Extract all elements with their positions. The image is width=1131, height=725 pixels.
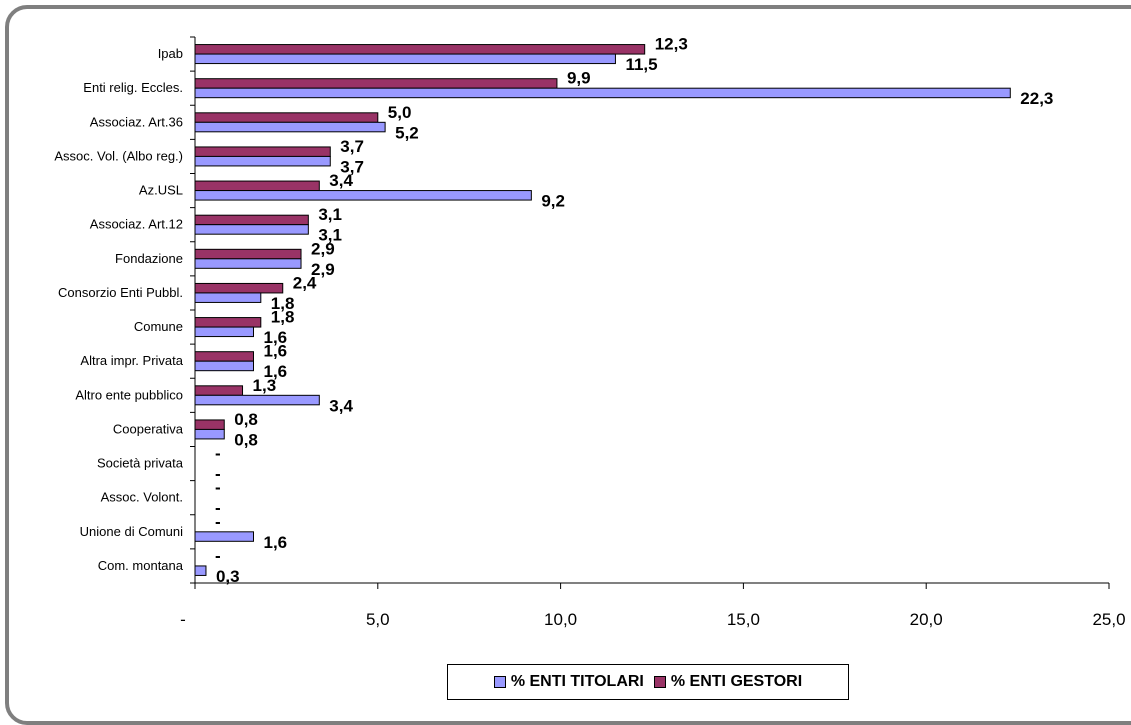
data-label-titolari: - bbox=[215, 465, 221, 484]
category-label: Fondazione bbox=[115, 251, 183, 266]
data-label-gestori: 1,6 bbox=[263, 342, 287, 361]
x-tick-label: 10,0 bbox=[544, 610, 577, 629]
bar-titolari bbox=[194, 121, 386, 133]
x-tick-label: - bbox=[180, 610, 186, 629]
data-label-titolari: 1,8 bbox=[271, 294, 295, 313]
bar-gestori bbox=[194, 385, 244, 396]
bar-titolari bbox=[194, 155, 331, 167]
data-label-gestori: 0,8 bbox=[234, 410, 258, 429]
category-label: Consorzio Enti Pubbl. bbox=[58, 285, 183, 300]
bar-titolari bbox=[194, 531, 254, 542]
data-label-gestori: - bbox=[215, 546, 221, 565]
bar-gestori bbox=[194, 112, 379, 123]
data-label-gestori: 3,1 bbox=[318, 205, 342, 224]
legend-item-titolari: % ENTI TITOLARI bbox=[493, 673, 644, 691]
data-label-gestori: 1,3 bbox=[253, 376, 277, 395]
legend-swatch-gestori bbox=[653, 676, 666, 688]
bar-titolari bbox=[194, 258, 302, 269]
legend-label-titolari: % ENTI TITOLARI bbox=[510, 673, 644, 690]
data-label-titolari: 1,6 bbox=[263, 533, 287, 552]
category-label: Com. montana bbox=[98, 558, 184, 573]
bar-titolari bbox=[194, 360, 254, 372]
data-label-titolari: 1,6 bbox=[263, 362, 287, 381]
bar-titolari bbox=[194, 53, 616, 65]
bar-gestori bbox=[194, 419, 225, 430]
data-label-titolari: - bbox=[215, 499, 221, 518]
data-label-gestori: - bbox=[215, 478, 221, 497]
data-label-titolari: 0,8 bbox=[234, 430, 258, 449]
data-label-titolari: 1,6 bbox=[263, 328, 287, 347]
data-label-gestori: 1,8 bbox=[271, 308, 295, 327]
data-label-titolari: 2,9 bbox=[311, 260, 335, 279]
data-label-gestori: 9,9 bbox=[567, 69, 591, 88]
category-label: Enti relig. Eccles. bbox=[83, 80, 183, 95]
legend-item-gestori: % ENTI GESTORI bbox=[653, 673, 803, 691]
chart-frame bbox=[5, 5, 1131, 725]
data-label-titolari: 11,5 bbox=[625, 55, 657, 74]
bar-gestori bbox=[194, 146, 331, 157]
x-tick-label: 20,0 bbox=[910, 610, 943, 629]
data-label-gestori: 5,0 bbox=[388, 103, 412, 122]
bar-titolari bbox=[194, 565, 207, 576]
category-label: Ipab bbox=[158, 46, 183, 61]
bar-titolari bbox=[194, 428, 225, 440]
legend-swatch-titolari bbox=[493, 676, 506, 688]
category-label: Cooperativa bbox=[113, 421, 184, 436]
bar-gestori bbox=[194, 317, 262, 328]
data-label-gestori: 3,4 bbox=[329, 171, 353, 190]
bar-gestori bbox=[194, 248, 302, 260]
bar-gestori bbox=[194, 44, 646, 55]
category-label: Associaz. Art.12 bbox=[90, 217, 183, 232]
data-label-titolari: 22,3 bbox=[1020, 89, 1053, 108]
category-label: Società privata bbox=[97, 456, 184, 471]
data-label-gestori: 2,4 bbox=[293, 273, 317, 292]
bar-titolari bbox=[194, 394, 320, 406]
bar-gestori bbox=[194, 282, 284, 294]
category-label: Assoc. Volont. bbox=[101, 490, 183, 505]
bar-chart: Ipab 12,311,5 Enti relig. Eccles. 9,9 22,3 As… bbox=[54, 35, 1125, 629]
category-label: Unione di Comuni bbox=[80, 524, 183, 539]
data-label-titolari: 3,7 bbox=[340, 157, 364, 176]
category-label: Comune bbox=[134, 319, 183, 334]
category-label: Az.USL bbox=[139, 183, 183, 198]
data-label-gestori: - bbox=[215, 444, 221, 463]
category-label: Associaz. Art.36 bbox=[90, 114, 183, 129]
bar-titolari bbox=[194, 190, 532, 201]
data-label-gestori: 3,7 bbox=[340, 137, 364, 156]
bar-gestori bbox=[194, 214, 309, 226]
data-label-gestori: 2,9 bbox=[311, 239, 335, 258]
bar-titolari bbox=[194, 326, 254, 338]
category-label: Assoc. Vol. (Albo reg.) bbox=[54, 148, 183, 163]
chart-legend: % ENTI TITOLARI % ENTI GESTORI bbox=[447, 664, 849, 700]
bar-titolari bbox=[194, 224, 309, 235]
data-label-titolari: 9,2 bbox=[541, 192, 565, 211]
bar-gestori bbox=[194, 180, 320, 192]
bar-gestori bbox=[194, 351, 254, 362]
data-label-titolari: 3,4 bbox=[329, 396, 353, 415]
category-label: Altro ente pubblico bbox=[75, 387, 183, 402]
bar-titolari bbox=[194, 292, 262, 303]
x-tick-label: 25,0 bbox=[1092, 610, 1125, 629]
data-label-gestori: 12,3 bbox=[655, 35, 688, 54]
data-label-gestori: - bbox=[215, 512, 221, 531]
data-label-titolari: 0,3 bbox=[216, 567, 240, 586]
bar-gestori bbox=[194, 78, 558, 89]
legend-label-gestori: % ENTI GESTORI bbox=[670, 673, 803, 690]
data-label-titolari: 3,1 bbox=[318, 226, 342, 245]
bar-titolari bbox=[194, 87, 1011, 99]
category-label: Altra impr. Privata bbox=[80, 353, 183, 368]
data-label-titolari: 5,2 bbox=[395, 123, 419, 142]
x-tick-label: 5,0 bbox=[366, 610, 390, 629]
x-tick-label: 15,0 bbox=[727, 610, 760, 629]
